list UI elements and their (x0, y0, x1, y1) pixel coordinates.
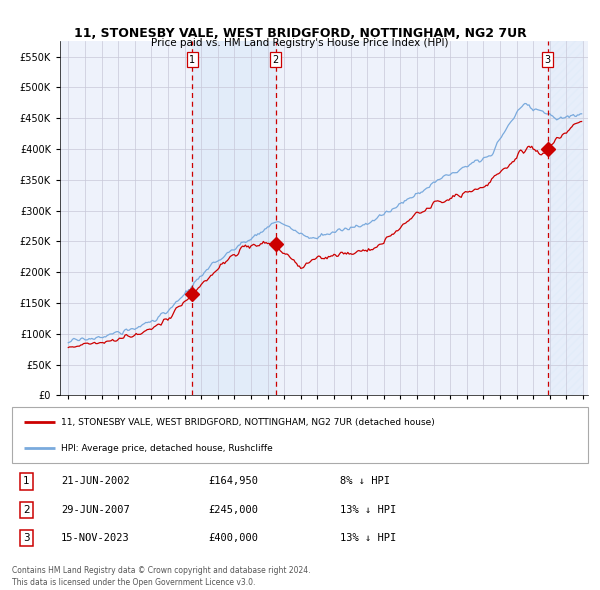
Text: 3: 3 (545, 55, 551, 65)
Text: 1: 1 (189, 55, 196, 65)
Text: 11, STONESBY VALE, WEST BRIDGFORD, NOTTINGHAM, NG2 7UR (detached house): 11, STONESBY VALE, WEST BRIDGFORD, NOTTI… (61, 418, 435, 427)
Text: 13% ↓ HPI: 13% ↓ HPI (340, 533, 397, 543)
Text: 15-NOV-2023: 15-NOV-2023 (61, 533, 130, 543)
Text: 29-JUN-2007: 29-JUN-2007 (61, 504, 130, 514)
Text: 13% ↓ HPI: 13% ↓ HPI (340, 504, 397, 514)
Bar (548, 41, 583, 395)
Text: £164,950: £164,950 (208, 477, 258, 487)
Text: Contains HM Land Registry data © Crown copyright and database right 2024.
This d: Contains HM Land Registry data © Crown c… (12, 566, 311, 587)
Text: 2: 2 (272, 55, 279, 65)
Text: 21-JUN-2002: 21-JUN-2002 (61, 477, 130, 487)
Text: 3: 3 (23, 533, 30, 543)
Text: 8% ↓ HPI: 8% ↓ HPI (340, 477, 391, 487)
Text: 11, STONESBY VALE, WEST BRIDGFORD, NOTTINGHAM, NG2 7UR: 11, STONESBY VALE, WEST BRIDGFORD, NOTTI… (74, 27, 526, 40)
Text: Price paid vs. HM Land Registry's House Price Index (HPI): Price paid vs. HM Land Registry's House … (151, 38, 449, 48)
FancyBboxPatch shape (12, 407, 588, 463)
Bar (193, 41, 275, 395)
Text: £400,000: £400,000 (208, 533, 258, 543)
Text: £245,000: £245,000 (208, 504, 258, 514)
Text: 2: 2 (23, 504, 30, 514)
Text: HPI: Average price, detached house, Rushcliffe: HPI: Average price, detached house, Rush… (61, 444, 273, 453)
Text: 1: 1 (23, 477, 30, 487)
